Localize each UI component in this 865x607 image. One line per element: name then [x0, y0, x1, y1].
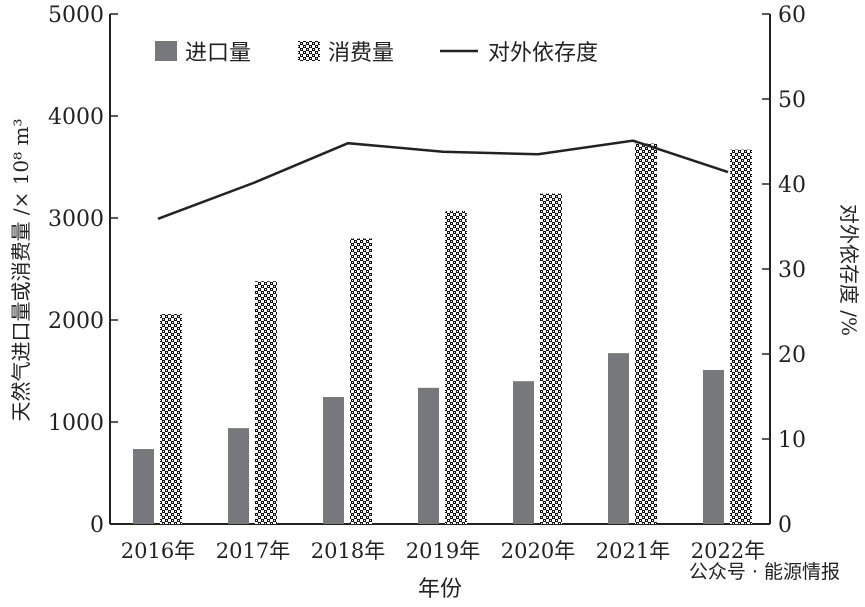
y2-tick-label: 40: [778, 173, 806, 198]
consumption-bar: [445, 210, 467, 525]
x-tick-label: 2022年: [691, 539, 765, 563]
axes: 0 1000 2000 3000 4000 5000 0 10 20 30 40 50 60 2016年 2…: [48, 3, 806, 563]
x-tick-label: 2018年: [311, 539, 385, 563]
x-tick-label: 2019年: [406, 539, 480, 563]
import-bar: [228, 428, 249, 524]
legend-label-import: 进口量: [185, 41, 251, 66]
import-bar: [418, 387, 439, 524]
legend-swatch-consumption: [298, 41, 320, 61]
import-bar: [608, 353, 629, 524]
watermark: 公众号 · 能源情报: [689, 561, 840, 583]
x-tick-label: 2016年: [121, 539, 195, 563]
y2-axis-label: 对外依存度 /%: [837, 204, 861, 336]
consumption-bar: [635, 143, 657, 525]
import-bar: [323, 397, 344, 524]
consumption-bar: [350, 238, 372, 524]
y2-tick-label: 60: [778, 3, 806, 28]
y-tick-label: 2000: [48, 309, 104, 334]
x-tick-label: 2021年: [596, 539, 670, 563]
import-bar: [133, 449, 154, 524]
y-tick-label: 3000: [48, 207, 104, 232]
y-tick-label: 5000: [48, 3, 104, 28]
consumption-bar: [730, 149, 752, 524]
legend-label-consumption: 消费量: [328, 41, 394, 66]
x-tick-label: 2020年: [501, 539, 575, 563]
consumption-bar: [540, 193, 562, 524]
dependency-line: [157, 139, 729, 221]
y-tick-label: 1000: [48, 411, 104, 436]
legend-label-dependency: 对外依存度: [488, 41, 598, 66]
x-tick-label: 2017年: [216, 539, 290, 563]
y-tick-label: 4000: [48, 105, 104, 130]
y-axis-label: 天然气进口量或消费量 /× 10⁸ m³: [9, 118, 33, 421]
import-bar: [703, 369, 724, 524]
consumption-bar: [160, 314, 182, 524]
x-axis-label: 年份: [418, 577, 462, 602]
legend-swatch-import: [155, 41, 177, 61]
y2-tick-label: 50: [778, 88, 806, 113]
y-tick-label: 0: [90, 513, 104, 538]
y2-tick-label: 20: [778, 343, 806, 368]
consumption-bar: [255, 281, 277, 524]
bars: [133, 143, 752, 525]
legend: 进口量 消费量 对外依存度: [155, 41, 598, 66]
y2-tick-label: 0: [778, 513, 792, 538]
y2-tick-label: 30: [778, 258, 806, 283]
line-series: [157, 139, 729, 221]
import-bar: [513, 381, 534, 524]
y2-tick-label: 10: [778, 428, 806, 453]
